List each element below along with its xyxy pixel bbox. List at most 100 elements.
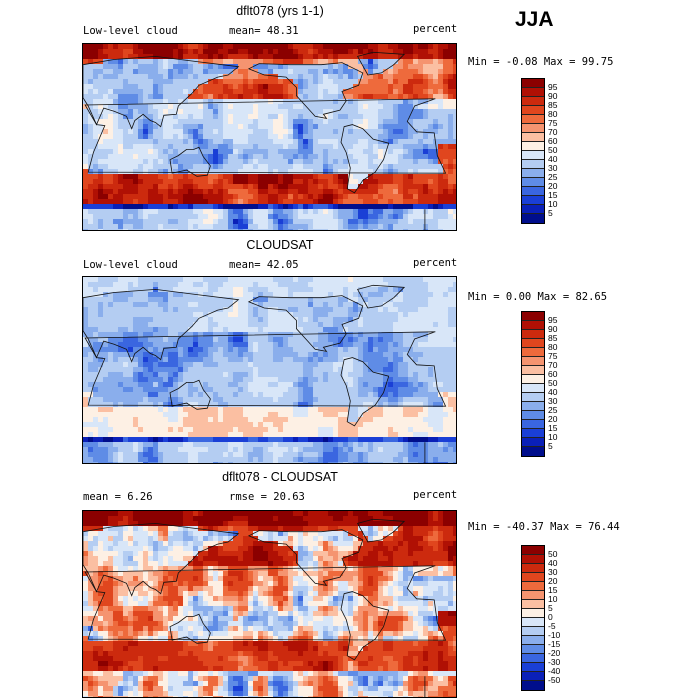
field-cell: [193, 277, 199, 283]
field-cell: [218, 119, 224, 125]
field-cell: [193, 342, 199, 348]
field-cell: [83, 154, 89, 160]
field-cell: [278, 402, 284, 408]
field-cell: [148, 307, 154, 313]
field-cell: [233, 154, 239, 160]
field-cell: [278, 209, 284, 215]
field-cell: [443, 139, 449, 145]
field-cell: [423, 79, 429, 85]
field-cell: [198, 229, 204, 230]
field-cell: [278, 372, 284, 378]
field-cell: [233, 169, 239, 175]
field-cell: [103, 332, 109, 338]
field-cell: [228, 174, 234, 180]
field-cell: [343, 347, 349, 353]
field-cell: [88, 129, 94, 135]
field-cell: [143, 397, 149, 403]
field-cell: [253, 44, 259, 50]
field-cell: [168, 352, 174, 358]
field-cell: [103, 54, 109, 60]
field-cell: [378, 382, 384, 388]
field-cell: [118, 392, 124, 398]
field-cell: [203, 332, 209, 338]
field-cell: [288, 189, 294, 195]
field-cell: [203, 214, 209, 220]
field-cell: [288, 224, 294, 230]
field-cell: [118, 327, 124, 333]
field-cell: [148, 74, 154, 80]
field-cell: [403, 312, 409, 318]
field-cell: [343, 229, 349, 230]
field-cell: [213, 114, 219, 120]
field-cell: [313, 277, 319, 283]
field-cell: [138, 352, 144, 358]
field-cell: [348, 199, 354, 205]
field-cell: [293, 332, 299, 338]
field-cell: [363, 54, 369, 60]
field-cell: [383, 204, 389, 210]
field-cell: [293, 79, 299, 85]
field-cell: [143, 49, 149, 55]
field-cell: [233, 402, 239, 408]
field-cell: [348, 139, 354, 145]
field-cell: [108, 402, 114, 408]
field-cell: [213, 302, 219, 308]
field-cell: [113, 292, 119, 298]
field-cell: [348, 302, 354, 308]
field-cell: [428, 332, 434, 338]
field-cell: [118, 337, 124, 343]
field-cell: [298, 164, 304, 170]
field-cell: [208, 139, 214, 145]
field-cell: [93, 214, 99, 220]
field-cell: [323, 74, 329, 80]
field-cell: [448, 337, 454, 343]
field-cell: [233, 397, 239, 403]
field-cell: [443, 292, 449, 298]
field-cell: [453, 307, 456, 313]
field-cell: [398, 179, 404, 185]
field-cell: [143, 312, 149, 318]
field-cell: [128, 327, 134, 333]
field-cell: [118, 79, 124, 85]
field-cell: [178, 322, 184, 328]
field-cell: [328, 292, 334, 298]
field-cell: [343, 302, 349, 308]
field-cell: [293, 292, 299, 298]
field-cell: [428, 292, 434, 298]
field-cell: [93, 407, 99, 413]
field-cell: [258, 229, 264, 230]
field-cell: [408, 277, 414, 283]
field-cell: [198, 347, 204, 353]
field-cell: [88, 124, 94, 130]
field-cell: [343, 307, 349, 313]
field-cell: [403, 199, 409, 205]
field-cell: [158, 79, 164, 85]
field-cell: [208, 74, 214, 80]
field-cell: [383, 69, 389, 75]
field-cell: [248, 352, 254, 358]
field-cell: [283, 139, 289, 145]
field-cell: [103, 402, 109, 408]
field-cell: [108, 407, 114, 413]
field-cell: [448, 134, 454, 140]
field-cell: [178, 104, 184, 110]
colorbar-swatch: [522, 151, 544, 160]
field-cell: [208, 302, 214, 308]
field-cell: [88, 99, 94, 105]
field-cell: [133, 219, 139, 225]
field-cell: [283, 277, 289, 283]
field-cell: [188, 149, 194, 155]
field-cell: [138, 99, 144, 105]
field-cell: [418, 297, 424, 303]
field-cell: [378, 74, 384, 80]
field-cell: [423, 367, 429, 373]
field-cell: [208, 387, 214, 393]
field-cell: [188, 174, 194, 180]
field-cell: [393, 347, 399, 353]
field-cell: [128, 159, 134, 165]
field-cell: [113, 282, 119, 288]
field-cell: [268, 347, 274, 353]
field-cell: [153, 184, 159, 190]
field-cell: [183, 184, 189, 190]
field-cell: [433, 204, 439, 210]
